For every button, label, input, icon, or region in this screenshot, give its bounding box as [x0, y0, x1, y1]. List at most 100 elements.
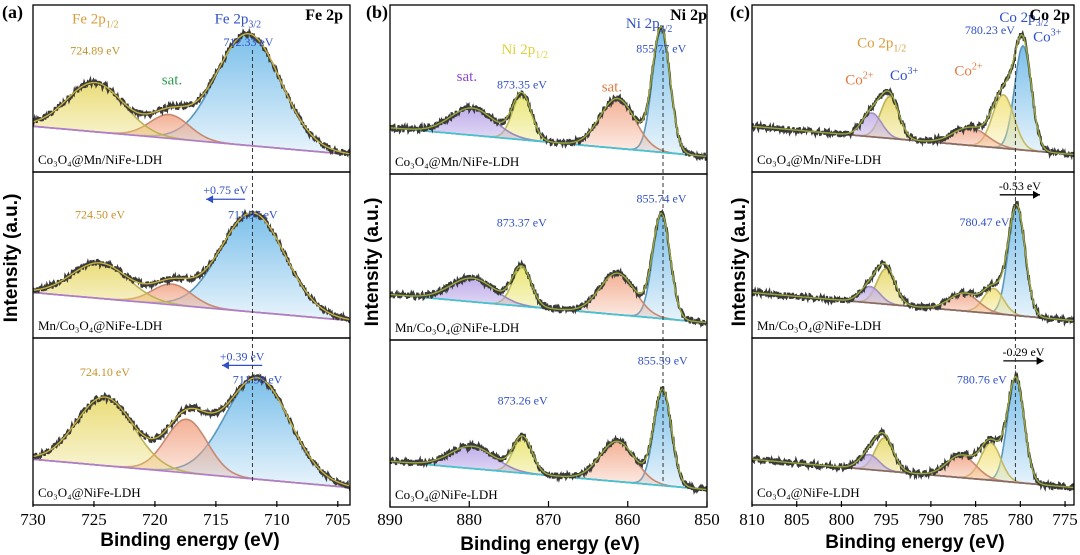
x-tick-label: 720 — [142, 510, 168, 529]
subplot-a-1: Co₃O₄@Mn/NiFe-LDH 724.89 eV 712.33 eV Fe 2p… — [33, 11, 350, 167]
panel-b-frame: 890 880 870 860 850 — [377, 4, 720, 529]
sample-label: Co₃O₄@Mn/NiFe-LDH — [395, 154, 519, 169]
peak-fill — [752, 443, 1074, 488]
panel-c-labels: (c) Co 2p Binding energy (eV) Intensity … — [729, 2, 1070, 553]
peak-fill — [33, 377, 350, 488]
subplot-frame — [751, 337, 1075, 506]
peak-fill — [33, 33, 350, 155]
sample-label: Co₃O₄@NiFe-LDH — [38, 485, 141, 500]
x-tick-label: 725 — [81, 510, 107, 529]
x-tick-label: 730 — [20, 510, 46, 529]
panel-b-labels: (b) Ni 2p Binding energy (eV) Intensity … — [362, 2, 707, 555]
panel-c-corner-title: Co 2p — [1030, 7, 1071, 24]
fit-envelope — [33, 212, 350, 321]
x-tick-label: 780 — [1008, 510, 1034, 529]
peak-position-label: 780.23 eV — [965, 23, 1015, 37]
peak-position-label: 873.37 eV — [497, 215, 547, 229]
peak-fill — [390, 28, 707, 157]
subplot-b-2: Mn/Co₃O₄@NiFe-LDH 855.74 eV 873.37 eV — [390, 192, 707, 335]
spectral-label: Co3+ — [890, 66, 919, 84]
shift-label: +0.75 eV — [203, 183, 248, 197]
x-tick-label: 850 — [694, 510, 720, 529]
panel-c-label: (c) — [730, 2, 750, 23]
x-tick-label: 785 — [963, 510, 989, 529]
panel-b-corner-title: Ni 2p — [670, 7, 707, 24]
spectral-label: Ni 2p3/2 — [626, 16, 673, 35]
panel-b-plot: Co₃O₄@Mn/NiFe-LDH 855.77 eV 873.35 eV Ni 2p… — [390, 16, 707, 502]
peak-fill — [33, 212, 350, 321]
spectral-label: sat. — [457, 69, 477, 85]
subplot-b-1: Co₃O₄@Mn/NiFe-LDH 855.77 eV 873.35 eV Ni 2p… — [390, 16, 707, 169]
x-tick-label: 715 — [203, 510, 229, 529]
panel-a-xlabel: Binding energy (eV) — [100, 530, 279, 551]
shift-indicator: +0.39 eV — [220, 349, 265, 370]
peak-fill — [390, 278, 707, 323]
peak-fill — [390, 273, 707, 323]
peak-position-label: 855.77 eV — [636, 41, 686, 55]
fit-envelope — [752, 33, 1074, 156]
peak-position-label: 873.26 eV — [498, 394, 548, 408]
peak-fill — [390, 108, 707, 157]
fit-envelope — [390, 212, 707, 324]
fit-envelope — [33, 377, 350, 487]
fit-envelope — [390, 25, 707, 158]
fit-envelope — [33, 32, 350, 155]
sample-label: Mn/Co₃O₄@NiFe-LDH — [38, 318, 162, 333]
sample-label: Co₃O₄@Mn/NiFe-LDH — [38, 152, 162, 167]
peak-fill — [33, 397, 350, 488]
subplot-a-2: Mn/Co₃O₄@NiFe-LDH 724.50 eV 711.97 eV +0.75… — [33, 183, 350, 333]
shift-indicator: -0.53 eV — [999, 179, 1041, 199]
peak-fill — [390, 98, 707, 157]
panel-b-label: (b) — [366, 2, 388, 23]
shift-label: +0.39 eV — [220, 349, 265, 363]
subplot-frame — [32, 337, 351, 506]
x-tick-label: 890 — [377, 510, 403, 529]
x-tick-label: 800 — [829, 510, 855, 529]
peak-position-label: 780.47 eV — [960, 215, 1010, 229]
panel-a-labels: (a) Fe 2p Binding energy (eV) Intensity … — [1, 2, 343, 551]
peak-fill — [390, 446, 707, 490]
x-tick-label: 705 — [325, 510, 351, 529]
sample-label: Mn/Co₃O₄@NiFe-LDH — [395, 320, 519, 335]
spectral-label: Co 2p1/2 — [857, 35, 906, 54]
spectral-label: Fe 2p3/2 — [215, 11, 262, 30]
subplot-c-2: Mn/Co₃O₄@NiFe-LDH 780.47 eV -0.53 eV — [752, 179, 1074, 333]
x-tick-label: 870 — [536, 510, 562, 529]
subplot-a-3: Co₃O₄@NiFe-LDH 724.10 eV 711.58 eV +0.39 eV — [33, 349, 350, 500]
peak-position-label: 724.89 eV — [70, 44, 120, 58]
spectral-label: Co2+ — [845, 71, 874, 89]
spectral-label: Ni 2p1/2 — [501, 42, 548, 61]
sample-label: Co₃O₄@NiFe-LDH — [395, 487, 498, 502]
spectral-label: Co3+ — [1033, 27, 1062, 45]
shift-indicator: +0.75 eV — [203, 183, 248, 204]
peak-position-label: 855.74 eV — [637, 192, 687, 206]
sample-label: Co₃O₄@NiFe-LDH — [757, 485, 860, 500]
panel-c-frame: 810 805 800 795 790 785 780 775 — [739, 4, 1078, 529]
peak-position-label: 780.76 eV — [957, 372, 1007, 386]
background-line — [33, 125, 350, 156]
panel-a-corner-title: Fe 2p — [305, 7, 343, 24]
subplot-c-3: Co₃O₄@NiFe-LDH 780.76 eV -0.29 eV — [752, 345, 1074, 500]
panel-b-ylabel: Intensity (a.u.) — [362, 198, 383, 327]
shift-label: -0.29 eV — [1002, 345, 1044, 359]
peak-fill — [752, 378, 1074, 488]
peak-fill — [33, 262, 350, 321]
spectral-label: Co2+ — [954, 62, 983, 80]
fit-envelope — [752, 203, 1074, 322]
plot-layer: Co₃O₄@Mn/NiFe-LDH 724.89 eV 712.33 eV Fe 2p… — [33, 10, 1074, 502]
peak-fill — [33, 114, 350, 155]
spectral-label: Fe 2p1/2 — [72, 11, 119, 30]
panel-a-plot: Co₃O₄@Mn/NiFe-LDH 724.89 eV 712.33 eV Fe 2p… — [33, 11, 350, 500]
peak-fill — [33, 284, 350, 321]
panel-a-frame: 730 725 720 715 710 705 — [20, 4, 351, 529]
spectral-label: sat. — [602, 80, 622, 96]
sample-label: Mn/Co₃O₄@NiFe-LDH — [757, 318, 881, 333]
panel-c-ylabel: Intensity (a.u.) — [729, 198, 750, 327]
peak-position-label: 724.50 eV — [75, 207, 125, 221]
peak-fill — [752, 455, 1074, 488]
peak-fill — [390, 390, 707, 490]
